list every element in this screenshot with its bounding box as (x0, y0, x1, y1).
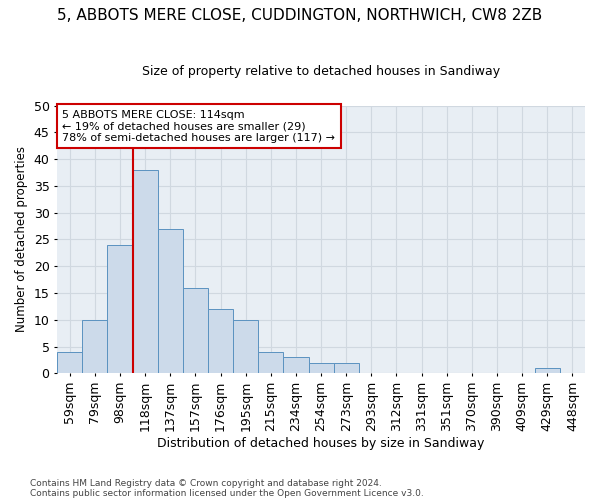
Bar (57, 352, 82, 374)
Text: Contains public sector information licensed under the Open Government Licence v3: Contains public sector information licen… (30, 488, 424, 498)
X-axis label: Distribution of detached houses by size in Sandiway: Distribution of detached houses by size … (157, 437, 485, 450)
Title: Size of property relative to detached houses in Sandiway: Size of property relative to detached ho… (142, 65, 500, 78)
Text: Contains HM Land Registry data © Crown copyright and database right 2024.: Contains HM Land Registry data © Crown c… (30, 478, 382, 488)
Bar (158, 228, 183, 374)
Bar (334, 362, 359, 374)
Text: 5 ABBOTS MERE CLOSE: 114sqm
← 19% of detached houses are smaller (29)
78% of sem: 5 ABBOTS MERE CLOSE: 114sqm ← 19% of det… (62, 110, 335, 143)
Bar (208, 309, 233, 374)
Bar (107, 245, 133, 374)
Text: 5, ABBOTS MERE CLOSE, CUDDINGTON, NORTHWICH, CW8 2ZB: 5, ABBOTS MERE CLOSE, CUDDINGTON, NORTHW… (58, 8, 542, 22)
Bar (308, 362, 334, 374)
Bar (535, 368, 560, 374)
Bar (183, 288, 208, 374)
Bar (233, 320, 258, 374)
Bar (258, 352, 283, 374)
Bar (133, 170, 158, 374)
Y-axis label: Number of detached properties: Number of detached properties (15, 146, 28, 332)
Bar (82, 320, 107, 374)
Bar (283, 357, 308, 374)
